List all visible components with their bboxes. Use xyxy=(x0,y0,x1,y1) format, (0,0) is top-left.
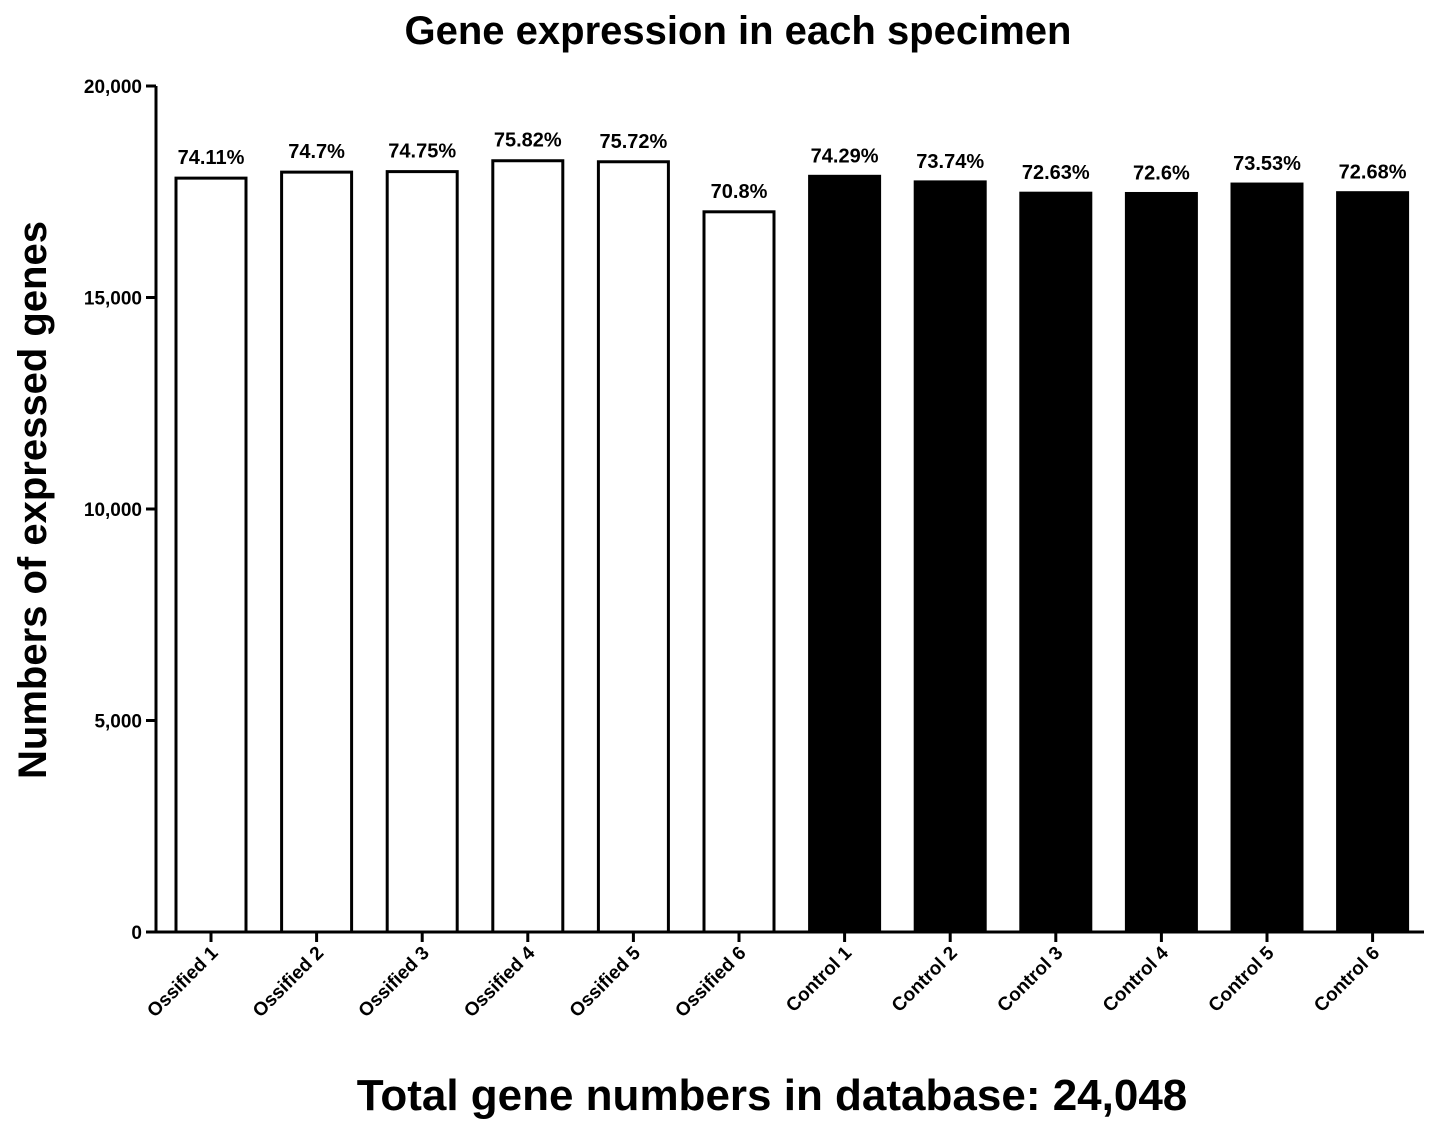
bar-control-5 xyxy=(1230,182,1304,934)
data-label: 72.63% xyxy=(1022,162,1090,184)
data-label: 74.11% xyxy=(178,147,245,169)
x-tick-label: Control 1 xyxy=(782,942,856,1016)
bar-ossified-6 xyxy=(702,210,776,934)
data-label: 72.6% xyxy=(1133,162,1190,184)
y-tick-label: 10,000 xyxy=(84,500,142,521)
x-tick-label: Control 2 xyxy=(888,943,962,1017)
data-label: 73.74% xyxy=(916,151,984,173)
chart-title: Gene expression in each specimen xyxy=(405,9,1072,53)
data-label: 74.29% xyxy=(811,145,879,167)
x-tick-label: Ossified 2 xyxy=(249,943,328,1022)
x-tick-label: Control 5 xyxy=(1205,942,1279,1016)
data-label: 74.75% xyxy=(388,141,456,163)
x-tick-label: Control 6 xyxy=(1310,943,1384,1017)
bar-ossified-1 xyxy=(174,176,248,934)
data-label: 70.8% xyxy=(711,181,768,203)
data-label: 72.68% xyxy=(1339,162,1407,184)
x-tick-label: Ossified 5 xyxy=(566,942,645,1021)
x-tick-label: Ossified 3 xyxy=(355,943,434,1022)
x-axis-label: Total gene numbers in database: 24,048 xyxy=(357,1071,1188,1120)
plot-area: 0 5,000 10,000 15,000 20,000 74.11% Ossified 1… xyxy=(84,77,1424,1022)
x-tick-label: Control 4 xyxy=(1099,942,1173,1016)
data-label: 73.53% xyxy=(1233,153,1301,175)
bar-control-2 xyxy=(913,180,987,934)
bar-ossified-4 xyxy=(491,159,565,934)
bar-ossified-3 xyxy=(385,170,459,934)
y-tick-label: 5,000 xyxy=(94,712,142,733)
bar-control-3 xyxy=(1019,191,1093,934)
bar-control-4 xyxy=(1124,191,1198,934)
x-tick-label: Control 3 xyxy=(994,943,1068,1017)
y-tick-label: 0 xyxy=(131,923,142,944)
data-label: 75.72% xyxy=(599,131,667,153)
y-axis-label: Numbers of expressed genes xyxy=(11,221,55,779)
x-tick-label: Ossified 1 xyxy=(143,942,222,1021)
bar-ossified-2 xyxy=(280,170,354,934)
bar-control-6 xyxy=(1336,191,1410,934)
x-tick-label: Ossified 4 xyxy=(460,942,539,1021)
data-label: 75.82% xyxy=(494,130,562,152)
data-label: 74.7% xyxy=(288,141,345,163)
bar-control-1 xyxy=(808,174,882,934)
x-tick-label: Ossified 6 xyxy=(671,943,750,1022)
y-tick-label: 15,000 xyxy=(84,289,142,310)
y-tick-label: 20,000 xyxy=(84,77,142,98)
bar-ossified-5 xyxy=(596,160,670,934)
